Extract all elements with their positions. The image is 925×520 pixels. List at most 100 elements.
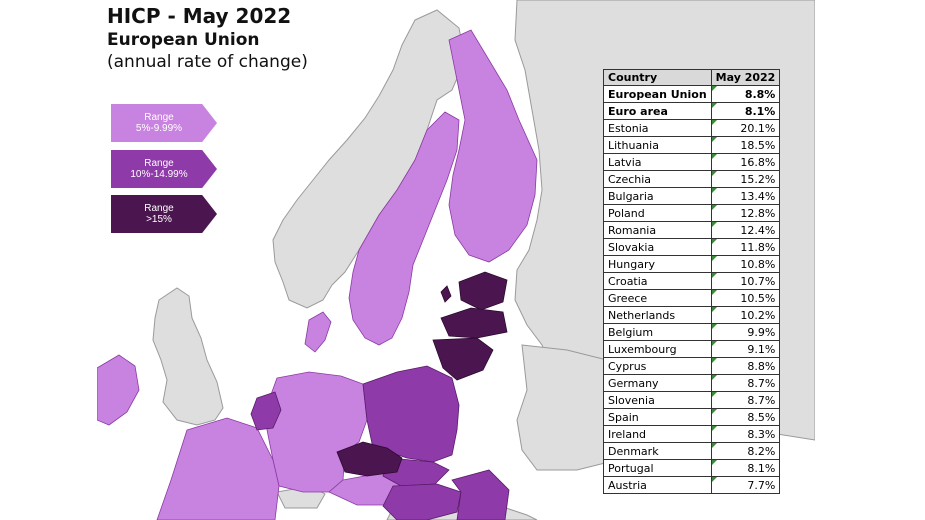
map-subsubtitle: (annual rate of change) bbox=[107, 52, 308, 72]
table-row: Bulgaria 13.4% bbox=[603, 187, 781, 205]
column-header-may-2022: May 2022 bbox=[710, 69, 781, 86]
legend-range: 10%-14.99% bbox=[130, 169, 188, 180]
table-row: Belgium 9.9% bbox=[603, 323, 781, 341]
value-cell: 8.7% bbox=[710, 391, 781, 409]
value-cell: 10.2% bbox=[710, 306, 781, 324]
table-row: Latvia 16.8% bbox=[603, 153, 781, 171]
uk-region bbox=[152, 287, 224, 426]
table-row: Romania 12.4% bbox=[603, 221, 781, 239]
country-cell: European Union bbox=[603, 85, 712, 103]
value-cell: 12.8% bbox=[710, 204, 781, 222]
value-cell: 10.8% bbox=[710, 255, 781, 273]
country-cell: Austria bbox=[603, 476, 712, 494]
value-cell: 7.7% bbox=[710, 476, 781, 494]
latvia-region bbox=[440, 307, 508, 339]
estonia-region bbox=[458, 271, 508, 311]
table-row: Croatia 10.7% bbox=[603, 272, 781, 290]
country-cell: Greece bbox=[603, 289, 712, 307]
romania-region bbox=[451, 469, 510, 520]
value-cell: 13.4% bbox=[710, 187, 781, 205]
country-cell: Euro area bbox=[603, 102, 712, 120]
legend-label: Range bbox=[144, 203, 174, 214]
table-row: Denmark 8.2% bbox=[603, 442, 781, 460]
table-row: Cyprus 8.8% bbox=[603, 357, 781, 375]
country-cell: Czechia bbox=[603, 170, 712, 188]
map-subtitle: European Union bbox=[107, 30, 260, 50]
lithuania-region bbox=[432, 337, 494, 381]
gotland-region bbox=[440, 285, 452, 303]
table-row: Spain 8.5% bbox=[603, 408, 781, 426]
value-cell: 8.8% bbox=[710, 357, 781, 375]
country-cell: Poland bbox=[603, 204, 712, 222]
country-cell: Denmark bbox=[603, 442, 712, 460]
country-cell: Portugal bbox=[603, 459, 712, 477]
table-row: Greece 10.5% bbox=[603, 289, 781, 307]
country-cell: Slovakia bbox=[603, 238, 712, 256]
norway-region bbox=[272, 9, 466, 309]
value-cell: 10.5% bbox=[710, 289, 781, 307]
hicp-table: Country May 2022 European Union 8.8% Euro … bbox=[603, 69, 781, 494]
table-row: Poland 12.8% bbox=[603, 204, 781, 222]
table-row: Ireland 8.3% bbox=[603, 425, 781, 443]
value-cell: 15.2% bbox=[710, 170, 781, 188]
country-cell: Cyprus bbox=[603, 357, 712, 375]
table-row: Euro area 8.1% bbox=[603, 102, 781, 120]
legend-label: Range bbox=[144, 112, 174, 123]
france-region bbox=[156, 417, 280, 520]
column-header-country: Country bbox=[603, 69, 712, 86]
czechia-region bbox=[336, 441, 403, 477]
table-row: Germany 8.7% bbox=[603, 374, 781, 392]
country-cell: Germany bbox=[603, 374, 712, 392]
value-cell: 9.9% bbox=[710, 323, 781, 341]
country-cell: Luxembourg bbox=[603, 340, 712, 358]
title-block: HICP - May 2022 European Union (annual r… bbox=[107, 4, 308, 73]
table-row: Portugal 8.1% bbox=[603, 459, 781, 477]
country-cell: Slovenia bbox=[603, 391, 712, 409]
denmark-region bbox=[304, 311, 332, 353]
country-cell: Hungary bbox=[603, 255, 712, 273]
value-cell: 8.1% bbox=[710, 459, 781, 477]
value-cell: 10.7% bbox=[710, 272, 781, 290]
legend-item-medium: Range 10%-14.99% bbox=[111, 150, 217, 188]
table-row: Hungary 10.8% bbox=[603, 255, 781, 273]
table-row: Luxembourg 9.1% bbox=[603, 340, 781, 358]
value-cell: 9.1% bbox=[710, 340, 781, 358]
ireland-region bbox=[97, 354, 140, 426]
country-cell: Bulgaria bbox=[603, 187, 712, 205]
table-row: Slovakia 11.8% bbox=[603, 238, 781, 256]
country-cell: Latvia bbox=[603, 153, 712, 171]
legend-label: Range bbox=[144, 158, 174, 169]
country-cell: Estonia bbox=[603, 119, 712, 137]
value-cell: 11.8% bbox=[710, 238, 781, 256]
hungary-region bbox=[382, 483, 462, 520]
left-margin bbox=[0, 0, 97, 520]
sweden-region bbox=[348, 111, 460, 346]
map-area: HICP - May 2022 European Union (annual r… bbox=[97, 0, 815, 520]
germany-region bbox=[266, 371, 368, 493]
table-row: Austria 7.7% bbox=[603, 476, 781, 494]
table-row: Lithuania 18.5% bbox=[603, 136, 781, 154]
country-cell: Lithuania bbox=[603, 136, 712, 154]
value-cell: 12.4% bbox=[710, 221, 781, 239]
table-row: Czechia 15.2% bbox=[603, 170, 781, 188]
value-cell: 20.1% bbox=[710, 119, 781, 137]
value-cell: 18.5% bbox=[710, 136, 781, 154]
table-header-row: Country May 2022 bbox=[603, 69, 781, 86]
country-cell: Romania bbox=[603, 221, 712, 239]
table-row: Netherlands 10.2% bbox=[603, 306, 781, 324]
legend-range: >15% bbox=[146, 214, 172, 225]
legend-range: 5%-9.99% bbox=[135, 123, 183, 134]
country-cell: Belgium bbox=[603, 323, 712, 341]
country-cell: Croatia bbox=[603, 272, 712, 290]
legend-item-dark: Range >15% bbox=[111, 195, 217, 233]
value-cell: 8.7% bbox=[710, 374, 781, 392]
value-cell: 8.8% bbox=[710, 85, 781, 103]
value-cell: 8.5% bbox=[710, 408, 781, 426]
country-cell: Netherlands bbox=[603, 306, 712, 324]
table-row: European Union 8.8% bbox=[603, 85, 781, 103]
value-cell: 16.8% bbox=[710, 153, 781, 171]
table-row: Estonia 20.1% bbox=[603, 119, 781, 137]
map-title: HICP - May 2022 bbox=[107, 4, 292, 28]
country-cell: Ireland bbox=[603, 425, 712, 443]
value-cell: 8.3% bbox=[710, 425, 781, 443]
